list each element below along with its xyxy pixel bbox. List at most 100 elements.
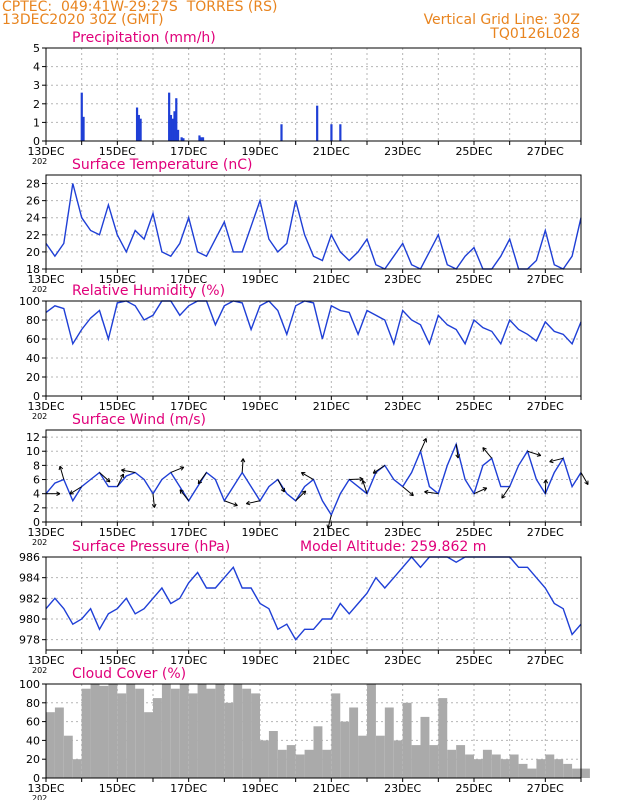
precip-bar	[200, 137, 203, 141]
x-tick-label: 27DEC	[527, 273, 564, 286]
y-tick-label: 20	[26, 371, 40, 384]
x-tick-label: 17DEC	[170, 654, 207, 667]
cloud-bar	[179, 684, 189, 778]
x-tick-label: 17DEC	[170, 526, 207, 539]
x-tick-label: 17DEC	[170, 400, 207, 413]
x-tick-label: 19DEC	[241, 654, 278, 667]
station-info: CPTEC: 049:41W-29:27S TORRES (RS)	[2, 0, 278, 15]
cloud-bar	[108, 684, 118, 778]
cloud-bar	[153, 698, 162, 778]
x-tick-label: 15DEC	[99, 654, 136, 667]
precip-bar	[198, 135, 201, 141]
wind-arrow-head	[361, 480, 366, 485]
cloud-bar	[90, 684, 100, 778]
cloud-bar	[581, 768, 590, 778]
y-tick-label: 4	[33, 488, 40, 501]
series-line-pres	[45, 555, 582, 641]
y-tick-label: 100	[19, 678, 40, 691]
precip-bar	[316, 105, 319, 141]
x-tick-label: 25DEC	[455, 400, 492, 413]
wind-arrow-head	[105, 477, 111, 483]
cloud-bar	[99, 685, 109, 778]
model-altitude-label: Model Altitude: 259.862 m	[300, 539, 486, 555]
y-tick-label: 3	[33, 79, 40, 92]
wind-arrow-head	[245, 500, 251, 506]
cloud-bar	[438, 698, 448, 778]
y-tick-label: 980	[19, 613, 40, 626]
cloud-bar	[456, 745, 466, 778]
y-tick-label: 2	[33, 98, 40, 111]
wind-arrow	[372, 464, 386, 474]
cloud-bar	[563, 763, 573, 778]
y-tick-label: 20	[26, 246, 40, 259]
cloud-bar	[358, 735, 367, 778]
x-tick-label: 27DEC	[527, 782, 564, 795]
cloud-bar	[242, 688, 252, 778]
cloud-bar	[304, 749, 314, 778]
wind-arrow-head	[359, 476, 364, 482]
panel-frame	[45, 429, 582, 523]
x-year-label: 202	[32, 157, 47, 166]
wind-arrow	[170, 466, 185, 473]
precip-bar	[175, 98, 178, 141]
x-tick-label: 19DEC	[241, 400, 278, 413]
panel-frame	[45, 683, 582, 779]
panel-frame	[45, 300, 582, 397]
y-tick-label: 40	[26, 734, 40, 747]
wind-arrow-head	[280, 487, 285, 493]
cloud-bar	[144, 712, 153, 778]
wind-arrow-head	[179, 489, 184, 494]
cloud-bar	[447, 749, 457, 778]
precip-bar	[137, 114, 140, 141]
cloud-bar	[81, 688, 91, 778]
x-tick-label: 25DEC	[455, 526, 492, 539]
wind-arrow	[179, 489, 190, 502]
model-code: TQ0126L028	[490, 26, 580, 42]
y-tick-label: 60	[26, 716, 40, 729]
panel-frame	[45, 47, 582, 142]
precip-bar	[169, 114, 173, 141]
series-line-rh	[45, 300, 582, 347]
wind-arrow	[527, 450, 541, 457]
panel-precip: Precipitation (mm/h) 0 1 2 3 4 5 13DEC 15DEC 17DE…	[27, 30, 582, 166]
cloud-bar	[322, 749, 332, 778]
x-tick-label: 15DEC	[99, 273, 136, 286]
wind-arrow-head	[326, 524, 332, 529]
y-tick-label: 6	[33, 474, 40, 487]
series-line-temp	[45, 183, 582, 270]
cloud-bar	[482, 749, 492, 778]
cloud-bar	[420, 716, 430, 778]
cloud-bar	[340, 721, 350, 778]
cloud-bar	[188, 693, 198, 778]
cloud-bar	[349, 707, 359, 778]
cloud-bar	[572, 768, 581, 778]
y-tick-label: 28	[26, 178, 40, 191]
wind-arrow	[295, 490, 307, 502]
precip-bar	[330, 124, 333, 141]
y-tick-label: 10	[26, 445, 40, 458]
precip-bar	[135, 107, 139, 141]
wind-arrow	[277, 479, 285, 493]
x-tick-label: 21DEC	[313, 145, 350, 158]
wind-arrow-head	[69, 490, 74, 495]
wind-arrow-head	[455, 454, 460, 459]
precip-bar	[171, 118, 174, 141]
wind-arrow-head	[409, 491, 414, 497]
x-tick-label: 23DEC	[384, 273, 421, 286]
wind-arrow-head	[424, 489, 429, 495]
precip-bar	[180, 137, 183, 141]
precip-bar	[168, 92, 171, 141]
cloud-bar	[367, 684, 376, 778]
cloud-bar	[313, 726, 323, 778]
panel-title: Precipitation (mm/h)	[72, 30, 216, 46]
wind-arrow-head	[301, 490, 307, 496]
panel-title: Surface Temperature (nC)	[72, 157, 253, 173]
x-tick-label: 17DEC	[170, 782, 207, 795]
x-tick-label: 13DEC	[27, 400, 64, 413]
y-tick-label: 1	[33, 116, 40, 129]
wind-arrow	[246, 500, 261, 505]
y-tick-label: 20	[26, 753, 40, 766]
x-tick-label: 19DEC	[241, 526, 278, 539]
x-tick-label: 25DEC	[455, 654, 492, 667]
wind-arrow	[473, 487, 487, 495]
